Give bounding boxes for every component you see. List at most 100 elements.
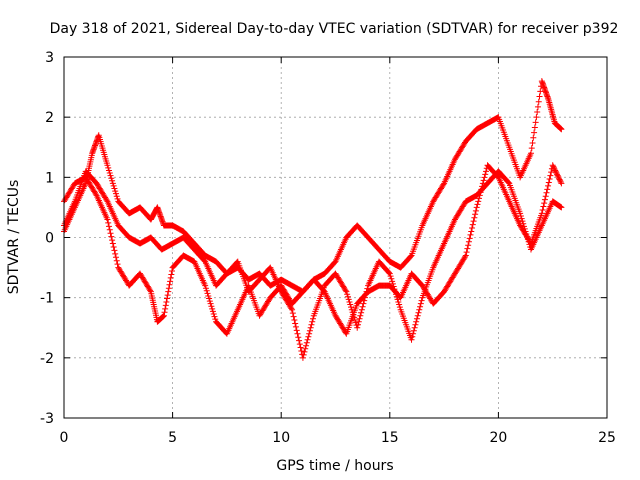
track-b-point: [299, 354, 306, 361]
track-c-marker: [105, 219, 112, 226]
track-b-marker: [412, 321, 419, 328]
track-b-marker: [358, 309, 365, 316]
track-c-marker: [165, 285, 172, 292]
track-c-marker: [543, 189, 550, 196]
track-a-marker: [535, 98, 542, 105]
track-b-marker: [289, 310, 296, 317]
track-a-point: [558, 126, 565, 133]
y-tick-label: 3: [45, 50, 54, 66]
track-c-marker: [557, 177, 564, 184]
track-b-marker: [414, 312, 421, 319]
track-c-marker: [475, 198, 482, 205]
track-c-marker: [546, 176, 553, 183]
track-c-marker: [544, 186, 551, 193]
track-c-marker: [478, 186, 485, 193]
track-b-marker: [344, 291, 351, 298]
track-b-marker: [347, 301, 354, 308]
track-c-marker: [552, 167, 559, 174]
y-tick-label: 2: [45, 110, 54, 126]
track-c-marker: [480, 177, 487, 184]
track-a-marker: [529, 139, 536, 146]
track-c-marker: [108, 233, 115, 240]
track-c-marker: [164, 292, 171, 299]
track-b-marker: [304, 336, 311, 343]
track-b-point: [408, 336, 415, 343]
track-c-marker: [464, 245, 471, 252]
y-tick-label: -1: [40, 291, 54, 307]
track-a-marker: [109, 177, 116, 184]
track-c-point: [473, 204, 480, 211]
track-c-marker: [476, 195, 483, 202]
track-c-marker: [466, 235, 473, 242]
track-c-marker: [556, 176, 563, 183]
track-a-marker: [528, 145, 535, 152]
track-b-marker: [417, 303, 424, 310]
track-b-marker: [297, 344, 304, 351]
x-tick-label: 5: [168, 430, 177, 446]
track-b-marker: [351, 317, 358, 324]
track-b-marker: [388, 275, 395, 282]
track-a-marker: [534, 109, 541, 116]
track-a-marker: [532, 119, 539, 126]
track-b-marker: [411, 324, 418, 331]
track-a-marker: [440, 181, 447, 188]
data-points: [61, 78, 565, 361]
track-c-point: [549, 162, 556, 169]
x-tick-label: 10: [272, 430, 290, 446]
track-c-marker: [105, 223, 112, 230]
track-b-marker: [308, 321, 315, 328]
track-c-marker: [112, 250, 119, 257]
track-b-marker: [292, 323, 299, 330]
track-c-marker: [463, 249, 470, 256]
track-c-marker: [550, 164, 557, 171]
track-c-marker: [166, 281, 173, 288]
track-a-point: [527, 150, 534, 157]
track-c-marker: [554, 171, 561, 178]
track-c-marker: [479, 180, 486, 187]
track-c-marker: [541, 200, 548, 207]
track-c-marker: [106, 226, 113, 233]
track-b-marker: [395, 298, 402, 305]
track-b-marker: [413, 318, 420, 325]
track-b-marker: [303, 342, 310, 349]
track-a-marker: [530, 134, 537, 141]
track-b-marker: [309, 318, 316, 325]
track-c-marker: [481, 174, 488, 181]
track-a-marker: [112, 188, 119, 195]
track-b-marker: [413, 315, 420, 322]
track-c-marker: [545, 179, 552, 186]
track-b-marker: [396, 304, 403, 311]
track-c-marker: [465, 242, 472, 249]
track-b-marker: [310, 315, 317, 322]
track-c-marker: [203, 287, 210, 294]
track-c-marker: [211, 313, 218, 320]
track-c-marker: [209, 308, 216, 315]
track-c-marker: [540, 203, 547, 210]
track-c-point: [202, 282, 209, 289]
track-c-marker: [462, 253, 469, 260]
track-b-marker: [290, 313, 297, 320]
track-c-marker: [465, 238, 472, 245]
track-a-marker: [108, 175, 115, 182]
track-c-marker: [472, 207, 479, 214]
track-c-marker: [168, 271, 175, 278]
track-c-marker: [551, 166, 558, 173]
track-b-marker: [505, 179, 512, 186]
track-a-marker: [534, 103, 541, 110]
track-c-marker: [113, 257, 120, 264]
track-c-marker: [554, 172, 561, 179]
track-b-marker: [410, 327, 417, 334]
track-b-marker: [519, 218, 526, 225]
track-c-marker: [168, 268, 175, 275]
y-tick-label: 0: [45, 231, 54, 247]
track-c-marker: [545, 182, 552, 189]
track-b-marker: [416, 306, 423, 313]
track-c-marker: [167, 278, 174, 285]
y-axis-label: SDTVAR / TECUs: [6, 180, 22, 295]
track-a-marker: [531, 129, 538, 136]
track-a-marker: [111, 185, 118, 192]
track-c-marker: [553, 170, 560, 177]
track-c-marker: [206, 295, 213, 302]
track-c-marker: [109, 240, 116, 247]
